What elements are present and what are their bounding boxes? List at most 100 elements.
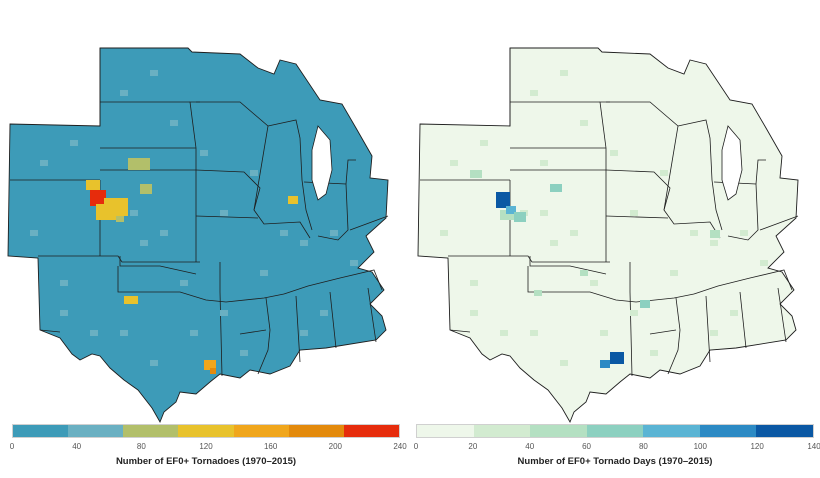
tornado-days-panel: 0 20 40 60 80 100 120 140 Number of EF0+ Tornad…	[410, 0, 820, 478]
legend-tick-label: 200	[328, 442, 343, 451]
county-cell	[60, 310, 68, 316]
county-cell	[570, 230, 578, 236]
county-cell	[600, 330, 608, 336]
county-cell	[500, 210, 514, 220]
legend-color-bar	[416, 424, 814, 438]
county-cell	[120, 90, 128, 96]
legend-swatch	[530, 425, 587, 437]
county-cell	[330, 230, 338, 236]
county-cell	[160, 230, 168, 236]
legend-swatch	[233, 425, 289, 437]
county-cell	[450, 160, 458, 166]
legend-tick-label: 20	[468, 442, 478, 451]
county-cell	[710, 240, 718, 246]
county-cell	[534, 290, 542, 296]
county-cell	[496, 192, 510, 208]
county-cell	[90, 330, 98, 336]
county-cell	[220, 310, 228, 316]
county-cell	[660, 170, 668, 176]
county-cell	[550, 184, 562, 192]
county-cell	[128, 158, 150, 170]
county-cell	[220, 210, 228, 216]
county-cell	[540, 160, 548, 166]
county-cell	[150, 360, 158, 366]
county-cell	[506, 206, 516, 214]
lake-michigan	[721, 125, 743, 201]
county-cell	[480, 140, 488, 146]
region-fill	[417, 47, 799, 424]
legend-tick-label: 120	[199, 442, 213, 451]
legend-swatch	[586, 425, 644, 437]
county-cell	[740, 230, 748, 236]
county-cell	[530, 90, 538, 96]
county-cell	[120, 330, 128, 336]
legend-tick-label: 80	[136, 442, 146, 451]
legend-tick-label: 40	[525, 442, 535, 451]
county-cell	[104, 198, 128, 216]
legend-swatch	[417, 425, 474, 437]
legend-swatch	[178, 425, 234, 437]
county-value-cells	[440, 70, 768, 368]
central-us-region	[7, 47, 389, 424]
county-cell	[710, 230, 720, 238]
county-cell	[440, 230, 448, 236]
county-cell	[170, 120, 178, 126]
legend-swatch	[699, 425, 757, 437]
tornado-count-map	[7, 47, 389, 424]
county-cell	[130, 210, 138, 216]
legend-swatch	[473, 425, 531, 437]
county-cell	[470, 280, 478, 286]
legend-swatch	[13, 425, 69, 437]
legend-tick-label: 140	[807, 442, 820, 451]
legend-tick-label: 240	[393, 442, 407, 451]
county-cell	[690, 230, 698, 236]
county-cell	[300, 240, 308, 246]
county-cell	[730, 310, 738, 316]
county-cell	[204, 360, 216, 370]
county-cell	[580, 270, 588, 276]
tornado-days-map	[417, 47, 799, 424]
county-cell	[610, 352, 624, 364]
state-borders	[420, 48, 799, 377]
county-cell	[90, 190, 106, 206]
county-cell	[70, 140, 78, 146]
county-cell	[630, 210, 638, 216]
county-cell	[250, 170, 258, 176]
county-cell	[200, 150, 208, 156]
legend-title: Number of EF0+ Tornadoes (1970–2015)	[115, 456, 297, 467]
county-cell	[86, 180, 100, 190]
legend-tick-label: 100	[693, 442, 707, 451]
county-cell	[760, 260, 768, 266]
central-us-region	[417, 47, 799, 424]
county-cell	[560, 360, 568, 366]
county-cell	[470, 170, 482, 178]
legend-title: Number of EF0+ Tornado Days (1970–2015)	[517, 456, 713, 467]
lake-michigan	[311, 125, 333, 201]
legend-tick-label: 120	[750, 442, 764, 451]
county-cell	[630, 310, 638, 316]
county-cell	[180, 280, 188, 286]
county-cell	[550, 240, 558, 246]
county-cell	[210, 368, 216, 374]
tornado-days-legend: 0 20 40 60 80 100 120 140 Number of EF0+ Tornad…	[413, 424, 820, 474]
county-cell	[670, 270, 678, 276]
county-cell	[260, 270, 268, 276]
county-cell	[150, 70, 158, 76]
legend-swatch	[643, 425, 700, 437]
county-cell	[240, 350, 248, 356]
legend-tick-label: 0	[413, 442, 419, 451]
county-cell	[60, 280, 68, 286]
county-cell	[140, 184, 152, 194]
county-cell	[640, 300, 650, 308]
state-borders	[10, 48, 389, 377]
legend-swatch	[288, 425, 344, 437]
county-cell	[580, 120, 588, 126]
county-cell	[116, 216, 124, 222]
county-cell	[40, 160, 48, 166]
county-cell	[280, 230, 288, 236]
county-cell	[320, 310, 328, 316]
county-cell	[140, 240, 148, 246]
region-fill	[7, 47, 389, 424]
county-cell	[650, 350, 658, 356]
county-value-cells	[30, 70, 358, 374]
